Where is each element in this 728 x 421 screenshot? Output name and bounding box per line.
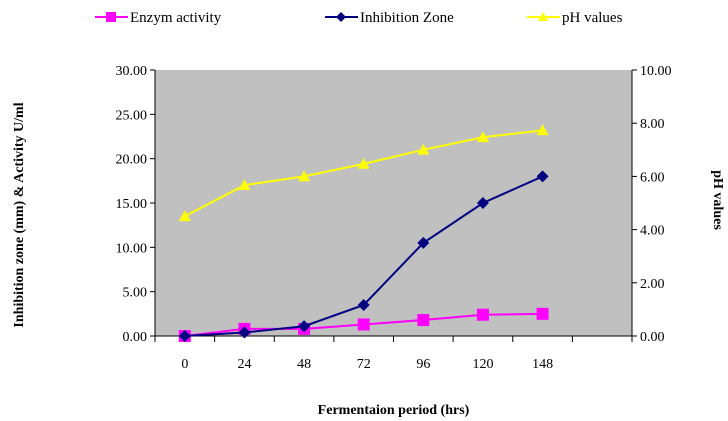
- plot-area: [155, 70, 632, 336]
- series-inhibition-zone: [178, 170, 549, 342]
- y-tick-label: 25.00: [116, 108, 148, 123]
- y-tick-label: 30.00: [116, 64, 148, 79]
- data-point: [178, 210, 191, 222]
- legend-marker: [106, 12, 116, 22]
- y2-tick-label: 2.00: [640, 277, 665, 292]
- x-tick-label: 148: [532, 357, 553, 372]
- data-point: [536, 124, 549, 136]
- y2-axis-title: pH values: [710, 170, 725, 230]
- data-point: [238, 179, 251, 190]
- data-point: [417, 314, 430, 327]
- data-point: [417, 143, 430, 155]
- y2-tick-label: 10.00: [640, 64, 672, 79]
- y-axis-title: Inhibition zone (mm) & Activity U/ml: [12, 102, 27, 327]
- x-tick-label: 0: [181, 357, 188, 372]
- y-tick-label: 0.00: [123, 330, 148, 345]
- data-point: [298, 170, 311, 182]
- data-point: [357, 318, 370, 331]
- data-point: [357, 157, 370, 169]
- legend-label: Inhibition Zone: [360, 10, 454, 26]
- data-point: [417, 236, 430, 249]
- axes: 0.00 5.00 10.00 15.00 20.00 25.00 30.00 0.00 2.0…: [116, 64, 672, 372]
- x-axis-title: Fermentaion period (hrs): [318, 403, 470, 418]
- x-tick-label: 72: [357, 357, 371, 372]
- y-tick-label: 10.00: [116, 241, 148, 256]
- x-tick-label: 48: [297, 357, 311, 372]
- legend-marker: [336, 12, 346, 22]
- series-ph-values: [178, 124, 549, 222]
- y2-tick-label: 6.00: [640, 170, 665, 185]
- data-point: [238, 326, 251, 339]
- data-point: [476, 131, 489, 143]
- y2-tick-label: 4.00: [640, 224, 665, 239]
- series-layer: [178, 124, 549, 342]
- x-tick-label: 120: [472, 357, 493, 372]
- legend-marker: [538, 12, 548, 21]
- data-point: [178, 330, 191, 342]
- x-tick-label: 96: [416, 357, 430, 372]
- data-point: [536, 170, 549, 183]
- y-tick-label: 20.00: [116, 153, 148, 168]
- legend: Enzym activity Inhibition Zone pH values: [95, 10, 623, 26]
- data-point: [476, 197, 489, 209]
- x-tick-label: 24: [237, 357, 251, 372]
- y2-tick-label: 8.00: [640, 117, 665, 132]
- legend-item: Enzym activity: [95, 10, 222, 26]
- legend-item: Inhibition Zone: [325, 10, 454, 26]
- legend-label: Enzym activity: [130, 10, 222, 26]
- legend-item: pH values: [527, 10, 623, 26]
- y2-tick-label: 0.00: [640, 330, 665, 345]
- data-point: [298, 320, 311, 333]
- data-point: [357, 298, 370, 311]
- data-point: [476, 308, 489, 321]
- legend-label: pH values: [562, 10, 623, 26]
- y-tick-label: 5.00: [123, 286, 148, 301]
- y-tick-label: 15.00: [116, 197, 148, 212]
- data-point: [536, 307, 549, 320]
